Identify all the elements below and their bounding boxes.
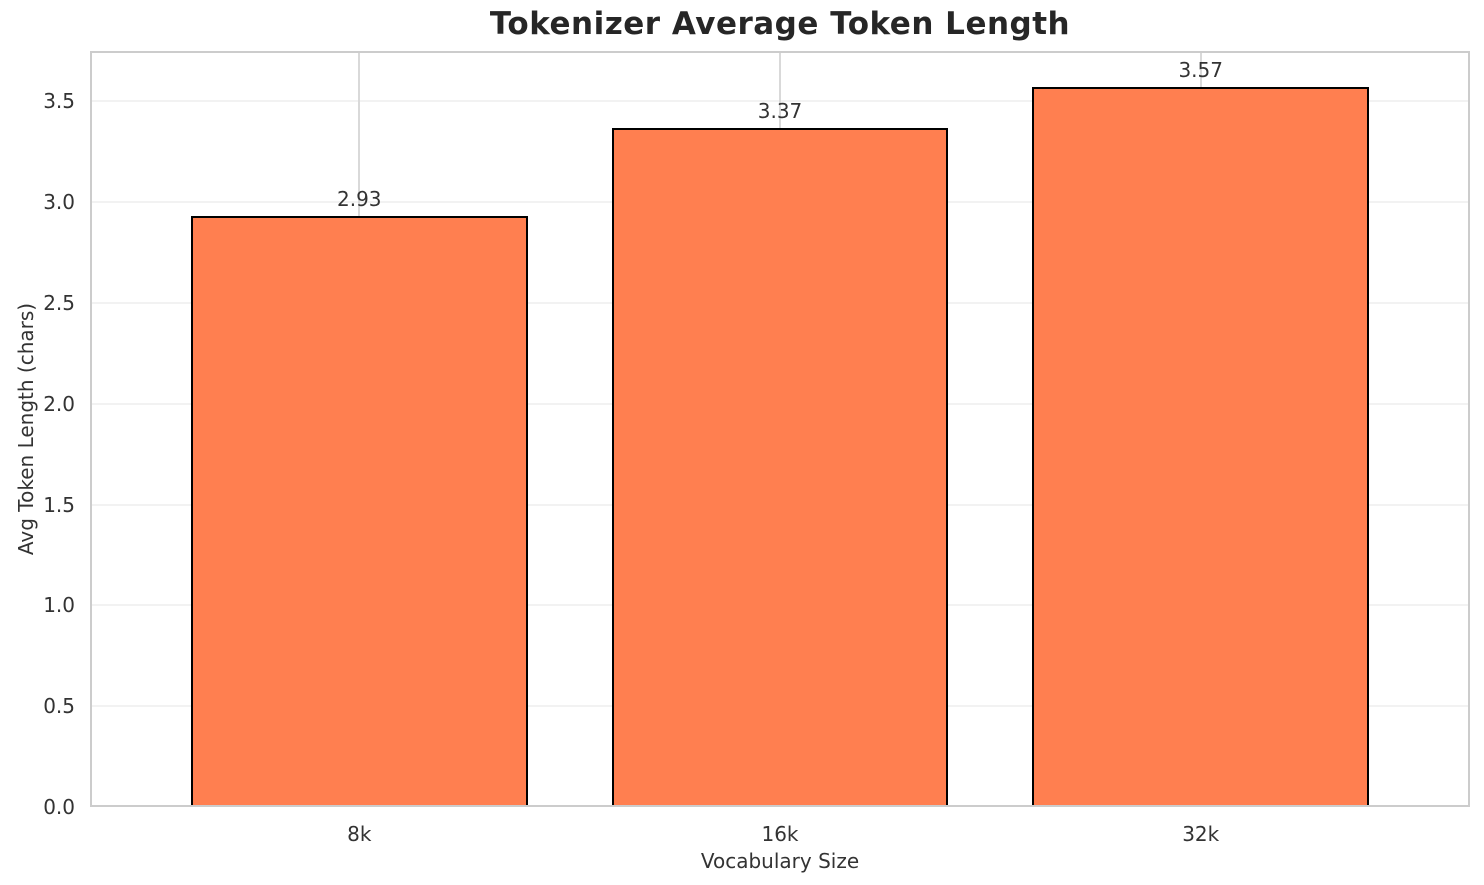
x-axis-label: Vocabulary Size xyxy=(700,849,860,873)
x-tick-label: 8k xyxy=(347,822,372,846)
y-tick-label: 0.5 xyxy=(43,694,75,719)
y-tick-label: 3.5 xyxy=(43,89,75,114)
bar-value-label: 2.93 xyxy=(337,187,382,212)
y-tick-label: 0.0 xyxy=(43,795,75,819)
bar-value-label: 3.37 xyxy=(757,98,803,123)
bar-32k xyxy=(1032,87,1370,807)
y-tick-label: 2.5 xyxy=(43,291,75,315)
y-axis-label: Avg Token Length (chars) xyxy=(14,302,38,556)
bar-value-label: 3.57 xyxy=(1178,58,1223,83)
plot-area xyxy=(90,51,1470,807)
y-tick-label: 2.0 xyxy=(43,391,75,416)
bar-16k xyxy=(611,127,949,807)
x-tick-label: 16k xyxy=(761,822,799,846)
y-tick-label: 1.5 xyxy=(43,492,75,517)
bar-8k xyxy=(190,216,528,807)
chart-title: Tokenizer Average Token Length xyxy=(489,6,1071,42)
y-tick-label: 1.0 xyxy=(43,593,75,618)
x-tick-label: 32k xyxy=(1182,822,1220,846)
y-tick-label: 3.0 xyxy=(43,190,75,215)
